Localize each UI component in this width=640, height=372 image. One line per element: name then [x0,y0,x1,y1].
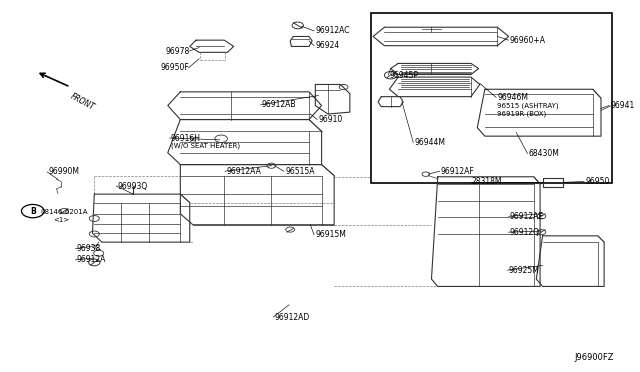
Text: 96916H: 96916H [171,134,201,142]
Text: 96912AA: 96912AA [226,167,261,176]
Text: 28318M: 28318M [471,177,502,186]
Text: 96912AD: 96912AD [275,312,310,321]
Text: 96919R (BOX): 96919R (BOX) [497,110,547,117]
Text: FRONT: FRONT [69,92,97,112]
Text: 96912A: 96912A [77,255,106,264]
Text: 96990M: 96990M [49,167,79,176]
Text: 96912Q: 96912Q [510,228,540,237]
Text: 96910: 96910 [319,115,342,124]
Text: 96515 (ASHTRAY): 96515 (ASHTRAY) [497,102,559,109]
Text: 96944M: 96944M [415,138,445,147]
Text: 96960+A: 96960+A [510,36,546,45]
Text: 96941: 96941 [611,101,635,110]
Text: J96900FZ: J96900FZ [574,353,614,362]
Text: 96950F: 96950F [161,63,189,72]
Text: 96946M: 96946M [497,93,529,102]
Text: (W/O SEAT HEATER): (W/O SEAT HEATER) [171,143,240,150]
Text: 96950: 96950 [586,177,610,186]
Text: 68430M: 68430M [529,149,559,158]
Text: 96993Q: 96993Q [118,182,148,190]
Text: 08146-6201A: 08146-6201A [40,209,88,215]
Text: 96912AE: 96912AE [510,212,544,221]
Text: 96924: 96924 [316,41,340,50]
Text: 96912AC: 96912AC [316,26,350,35]
Text: <1>: <1> [53,217,69,223]
Text: 96978: 96978 [166,47,189,56]
Text: 96938: 96938 [77,244,101,253]
Text: 96912AB: 96912AB [262,100,296,109]
Text: 96515A: 96515A [285,167,315,176]
Text: 96912AF: 96912AF [441,167,475,176]
Text: 96945P: 96945P [389,71,419,80]
Bar [371,13,612,183]
Text: 96915M: 96915M [316,230,346,239]
Text: 96925M: 96925M [509,266,540,275]
Text: B: B [30,206,36,216]
